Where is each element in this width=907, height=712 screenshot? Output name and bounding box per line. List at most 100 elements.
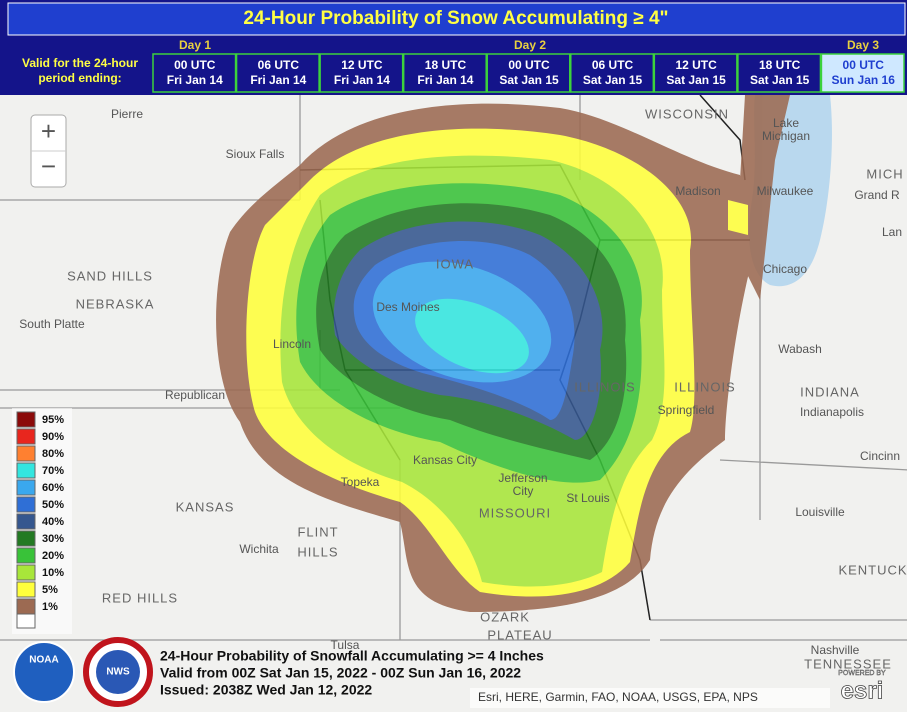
nws-text: NWS (106, 667, 130, 678)
legend-swatch (16, 598, 36, 615)
map-label: Nashville (811, 643, 860, 657)
map-label: Jefferson (498, 471, 547, 485)
legend-swatch (16, 496, 36, 513)
period-time: 12 UTC (341, 58, 383, 72)
legend-label: 30% (42, 533, 64, 545)
legend-swatch (16, 513, 36, 530)
map-label: Lake (773, 116, 799, 130)
legend-label: 80% (42, 448, 64, 460)
period-date: Sat Jan 15 (666, 73, 726, 87)
map-label: Michigan (762, 129, 810, 143)
footer-line: Issued: 2038Z Wed Jan 12, 2022 (160, 682, 372, 698)
title-bar (7, 2, 906, 36)
legend-label: 1% (42, 601, 58, 613)
map-label: IOWA (436, 256, 474, 271)
period-button[interactable] (570, 53, 655, 93)
legend-swatch (16, 530, 36, 547)
period-button[interactable] (653, 53, 738, 93)
legend-label: 40% (42, 516, 64, 528)
valid-label: period ending: (38, 71, 121, 85)
legend-label: 20% (42, 550, 64, 562)
map-label: Sioux Falls (226, 147, 285, 161)
period-time: 18 UTC (759, 58, 801, 72)
day-label: Day 1 (179, 38, 211, 52)
period-date: Sat Jan 15 (499, 73, 559, 87)
period-time: 06 UTC (258, 58, 300, 72)
period-button[interactable] (319, 53, 404, 93)
period-button[interactable] (402, 53, 487, 93)
period-button[interactable] (235, 53, 320, 93)
period-date: Sat Jan 15 (583, 73, 643, 87)
period-time: 00 UTC (174, 58, 216, 72)
zoom-in[interactable]: + (41, 116, 56, 146)
map-label: Chicago (763, 262, 807, 276)
footer-line: Valid from 00Z Sat Jan 15, 2022 - 00Z Su… (160, 665, 521, 681)
period-button[interactable] (737, 53, 822, 93)
day-label: Day 3 (847, 38, 879, 52)
map-label: OZARK (480, 609, 530, 624)
map-label: PLATEAU (487, 627, 552, 642)
map-label: Louisville (795, 505, 845, 519)
legend-swatch (16, 445, 36, 462)
nws-inner (96, 650, 140, 694)
legend-label: 50% (42, 499, 64, 511)
map-label: St Louis (566, 491, 609, 505)
attribution-bg (470, 688, 830, 708)
legend: 95% 90% 80% 70% 60% 50% 40% 30% 20% 10% 5% 1% (12, 408, 72, 634)
period-time: 18 UTC (425, 58, 467, 72)
map-label: FLINT (297, 524, 338, 539)
map-label: Tulsa (331, 638, 360, 652)
map-label: MICH (866, 166, 903, 181)
legend-label: 70% (42, 465, 64, 477)
map-label: Springfield (658, 403, 715, 417)
legend-swatch (16, 564, 36, 581)
map-label: ILLINOIS (574, 379, 635, 394)
period-time: 00 UTC (843, 58, 885, 72)
esri-logo: esri (841, 677, 884, 704)
map-label: Milwaukee (757, 184, 814, 198)
map-label: Pierre (111, 107, 143, 121)
period-time: 00 UTC (508, 58, 550, 72)
probability-contours (216, 95, 791, 612)
title: 24-Hour Probability of Snow Accumulating… (243, 8, 668, 29)
period-button[interactable] (152, 53, 237, 93)
map-label: Des Moines (376, 300, 439, 314)
legend-swatch (16, 479, 36, 496)
map-label: Republican (165, 388, 225, 402)
zoom-out[interactable]: − (41, 151, 56, 181)
attribution: Esri, HERE, Garmin, FAO, NOAA, USGS, EPA… (478, 690, 758, 704)
period-time: 06 UTC (592, 58, 634, 72)
map-label: Grand R (854, 188, 900, 202)
legend-swatch (16, 428, 36, 445)
esri-powered: POWERED BY (838, 670, 886, 677)
map-label: Madison (675, 184, 720, 198)
map-label: NEBRASKA (76, 296, 155, 311)
map-label: Wabash (778, 342, 822, 356)
map-label: KANSAS (176, 499, 235, 514)
noaa-text: NOAA (29, 655, 58, 666)
period-date: Fri Jan 14 (334, 73, 390, 87)
map-label: ILLINOIS (674, 379, 735, 394)
legend-label: 95% (42, 414, 64, 426)
legend-swatch (16, 411, 36, 428)
map-label: WISCONSIN (645, 106, 729, 121)
map-label: Cincinn (860, 449, 900, 463)
valid-label: Valid for the 24-hour (22, 56, 138, 70)
map-label: Topeka (341, 475, 380, 489)
period-date: Sun Jan 16 (832, 73, 896, 87)
map-label: SAND HILLS (67, 268, 153, 283)
legend-label: 5% (42, 584, 58, 596)
map-label: RED HILLS (102, 590, 178, 605)
period-button[interactable] (820, 53, 905, 93)
map-label: Wichita (239, 542, 279, 556)
legend-label: 10% (42, 567, 64, 579)
map-label: MISSOURI (479, 505, 551, 520)
period-button[interactable] (486, 53, 571, 93)
map-label: TENNESSEE (804, 656, 892, 671)
legend-swatch (16, 581, 36, 598)
map-label: Lan (882, 225, 902, 239)
period-date: Fri Jan 14 (417, 73, 473, 87)
